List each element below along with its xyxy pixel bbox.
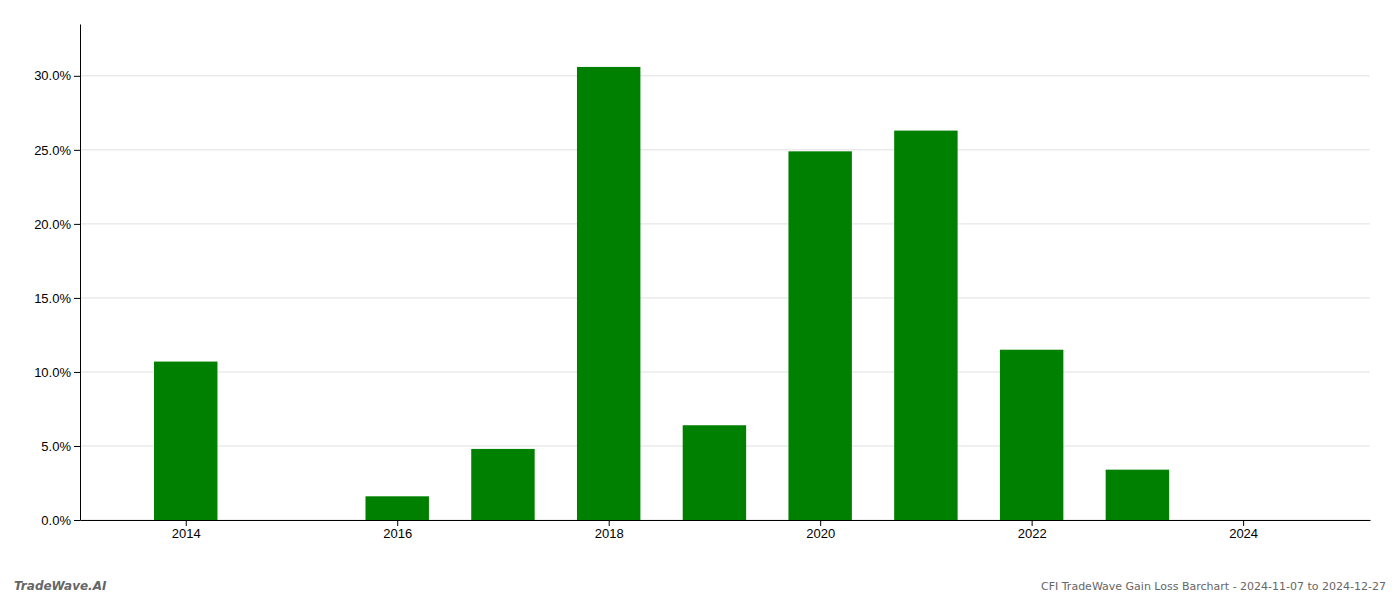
y-tick-label: 15.0% — [34, 291, 71, 306]
y-tick-label: 25.0% — [34, 143, 71, 158]
grid-line — [80, 75, 1370, 76]
bar — [154, 362, 217, 520]
plot: 2014 2016 2018 2020 2022 2024 0.0% 5.0% 10.0% 15.… — [34, 25, 1370, 542]
y-tick-label: 5.0% — [41, 439, 71, 454]
x-tick: 2018 — [595, 520, 624, 541]
y-tick-label: 10.0% — [34, 365, 71, 380]
y-tick-mark — [74, 372, 80, 373]
x-tick-mark — [820, 520, 821, 526]
y-tick-mark — [74, 76, 80, 77]
grid-line — [80, 297, 1370, 298]
y-tick: 20.0% — [34, 217, 80, 232]
x-axis-line — [81, 520, 1371, 521]
bar — [1211, 520, 1274, 521]
y-tick: 5.0% — [41, 439, 80, 454]
y-axis-line — [80, 25, 81, 521]
y-tick-label: 20.0% — [34, 217, 71, 232]
x-tick: 2024 — [1229, 520, 1258, 541]
bars — [154, 67, 1169, 520]
y-tick: 25.0% — [34, 143, 80, 158]
grid — [80, 76, 1370, 520]
x-tick-mark — [186, 520, 187, 526]
y-tick-mark — [74, 224, 80, 225]
x-tick-label: 2014 — [172, 526, 201, 541]
y-tick-label: 0.0% — [41, 513, 71, 528]
footer-right: CFI TradeWave Gain Loss Barchart - 2024-… — [1041, 580, 1386, 593]
bar — [788, 151, 851, 520]
bar — [577, 67, 640, 520]
y-tick-mark — [74, 150, 80, 151]
x-axis: 2014 2016 2018 2020 2022 2024 — [81, 520, 1371, 541]
y-tick: 15.0% — [34, 291, 80, 306]
grid-line — [80, 371, 1370, 372]
bar — [894, 131, 957, 520]
bar — [683, 425, 746, 520]
x-tick: 2020 — [806, 520, 835, 541]
bar — [1000, 350, 1063, 520]
x-tick-label: 2022 — [1018, 526, 1047, 541]
chart: 2014 2016 2018 2020 2022 2024 0.0% 5.0% 10.0% 15.… — [0, 0, 1400, 600]
grid-line — [80, 223, 1370, 224]
bar — [1106, 470, 1169, 520]
x-tick-label: 2024 — [1229, 526, 1258, 541]
bar — [365, 496, 428, 520]
x-tick-label: 2016 — [383, 526, 412, 541]
footer-left: TradeWave.AI — [14, 579, 107, 593]
x-tick-mark — [397, 520, 398, 526]
y-tick-mark — [74, 446, 80, 447]
x-tick-mark — [1032, 520, 1033, 526]
grid-line — [80, 149, 1370, 150]
x-tick: 2016 — [383, 520, 412, 541]
bar — [471, 449, 534, 520]
y-tick: 0.0% — [41, 513, 80, 528]
x-tick: 2022 — [1018, 520, 1047, 541]
x-tick: 2014 — [172, 520, 201, 541]
x-tick-mark — [609, 520, 610, 526]
y-axis: 0.0% 5.0% 10.0% 15.0% 20.0% 25.0% 30.0% — [34, 25, 80, 528]
y-tick-label: 30.0% — [34, 68, 71, 83]
y-tick: 30.0% — [34, 68, 80, 83]
x-tick-label: 2018 — [595, 526, 624, 541]
y-tick: 10.0% — [34, 365, 80, 380]
x-tick-label: 2020 — [806, 526, 835, 541]
bar — [260, 520, 323, 521]
x-tick-mark — [1243, 520, 1244, 526]
y-tick-mark — [74, 520, 80, 521]
y-tick-mark — [74, 298, 80, 299]
